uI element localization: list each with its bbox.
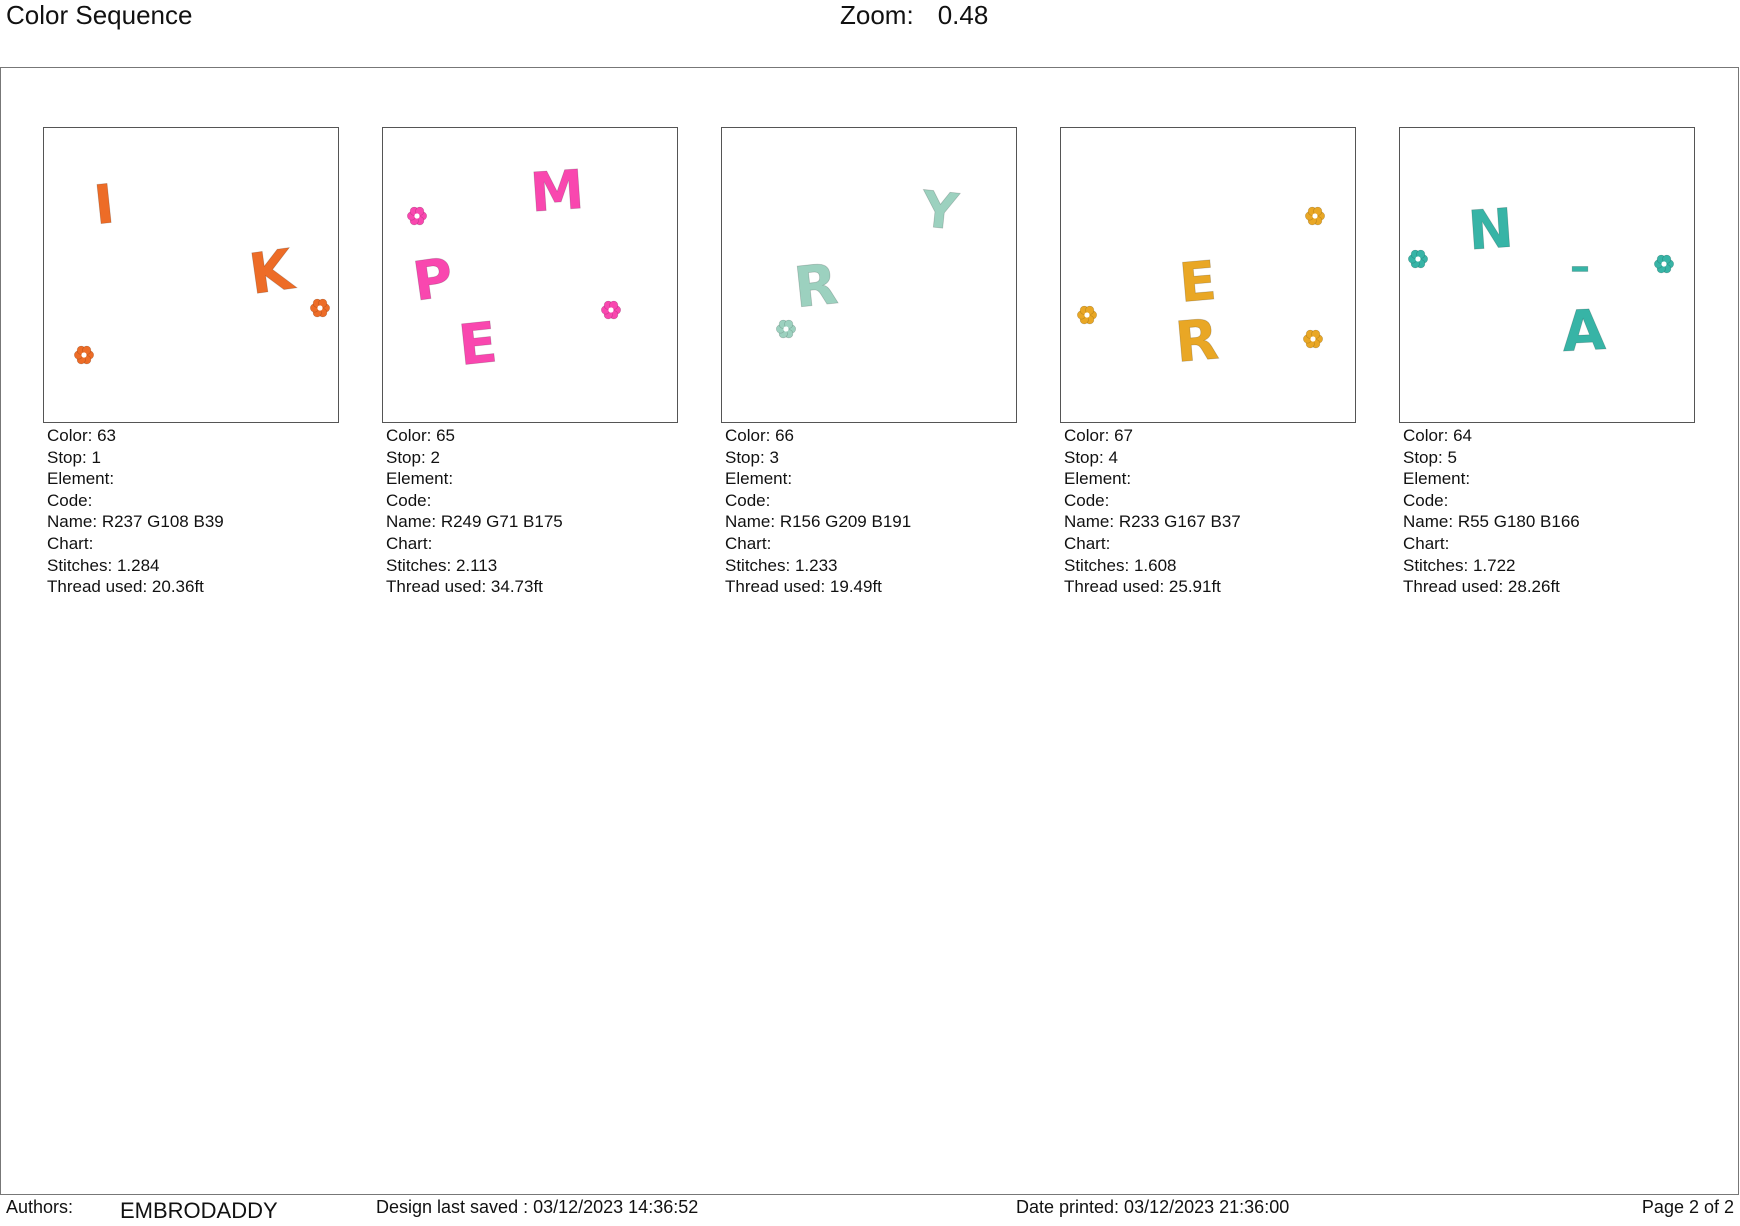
design-letter: R <box>791 252 841 321</box>
info-element: Element: <box>725 469 793 489</box>
color-card-2: M P E Color: 65 Stop: 2 Element: Code: N… <box>382 127 678 598</box>
flower-icon <box>1305 206 1326 226</box>
info-name: Name: R233 G167 B37 <box>1064 512 1241 532</box>
design-thumbnail: N – A <box>1399 127 1695 423</box>
zoom-indicator: Zoom: 0.48 <box>840 0 988 31</box>
zoom-value: 0.48 <box>937 0 989 30</box>
flower-icon <box>406 206 427 226</box>
flower-icon <box>1303 329 1324 349</box>
design-thumbnail: M P E <box>382 127 678 423</box>
info-stop: Stop: 5 <box>1403 447 1457 467</box>
zoom-label: Zoom: <box>840 0 914 30</box>
authors-label: Authors: <box>6 1197 74 1217</box>
page-footer: Authors: EMBRODADDY Design last saved : … <box>0 1196 1740 1226</box>
color-info: Color: 65 Stop: 2 Element: Code: Name: R… <box>382 425 678 598</box>
info-name: Name: R237 G108 B39 <box>47 512 224 532</box>
info-stitches: Stitches: 1.722 <box>1403 555 1516 575</box>
authors-value: EMBRODADDY <box>120 1198 278 1223</box>
info-element: Element: <box>386 469 454 489</box>
info-chart: Chart: <box>1403 533 1450 553</box>
date-printed: Date printed: 03/12/2023 21:36:00 <box>1016 1197 1290 1217</box>
design-letter: Y <box>918 180 962 242</box>
color-info: Color: 64 Stop: 5 Element: Code: Name: R… <box>1399 425 1695 598</box>
info-stitches: Stitches: 2.113 <box>386 555 498 575</box>
color-info: Color: 63 Stop: 1 Element: Code: Name: R… <box>43 425 339 598</box>
color-card-5: N – A Color: 64 Stop: 5 Element: Code: N… <box>1399 127 1695 598</box>
info-stitches: Stitches: 1.284 <box>47 555 160 575</box>
info-stop: Stop: 4 <box>1064 447 1118 467</box>
thumbnail-art: I K <box>73 172 330 365</box>
design-letter: P <box>409 246 457 314</box>
info-code: Code: <box>47 490 93 510</box>
thumbnail-art: E R <box>1076 206 1326 376</box>
info-chart: Chart: <box>1064 533 1111 553</box>
design-letter: I <box>91 172 118 237</box>
info-element: Element: <box>47 469 115 489</box>
info-color: Color: 64 <box>1403 426 1473 445</box>
color-info: Color: 66 Stop: 3 Element: Code: Name: R… <box>721 425 1017 598</box>
info-thread: Thread used: 28.26ft <box>1403 577 1560 597</box>
info-thread: Thread used: 34.73ft <box>386 577 543 597</box>
color-card-4: E R Color: 67 Stop: 4 Element: Code: Nam… <box>1060 127 1356 598</box>
page-title: Color Sequence <box>6 0 193 30</box>
thumbnail-art: N – A <box>1408 196 1674 366</box>
design-letter: E <box>455 310 500 379</box>
design-saved-date: Design last saved : 03/12/2023 14:36:52 <box>376 1197 699 1217</box>
info-code: Code: <box>725 490 771 510</box>
page-number: Page 2 of 2 <box>1641 1197 1734 1217</box>
design-letter: K <box>245 237 300 308</box>
info-color: Color: 67 <box>1064 426 1134 445</box>
design-letter: N <box>1466 196 1515 262</box>
page-frame <box>0 67 1739 1195</box>
thumbnail-art: M P E <box>406 158 622 379</box>
design-letter: A <box>1561 298 1608 365</box>
info-chart: Chart: <box>47 533 94 553</box>
info-code: Code: <box>386 490 432 510</box>
color-card-3: Y R Color: 66 Stop: 3 Element: Code: Nam… <box>721 127 1017 598</box>
info-color: Color: 63 <box>47 426 117 445</box>
info-code: Code: <box>1064 490 1110 510</box>
design-letter: M <box>528 158 586 225</box>
info-element: Element: <box>1064 469 1132 489</box>
design-thumbnail: I K <box>43 127 339 423</box>
info-chart: Chart: <box>725 533 772 553</box>
info-chart: Chart: <box>386 533 433 553</box>
design-letter: – <box>1570 244 1590 290</box>
info-thread: Thread used: 20.36ft <box>47 577 204 597</box>
flower-icon <box>775 319 797 339</box>
info-thread: Thread used: 25.91ft <box>1064 577 1221 597</box>
design-letter: E <box>1177 249 1219 315</box>
flower-icon <box>1076 305 1097 325</box>
info-stop: Stop: 1 <box>47 447 101 467</box>
color-info: Color: 67 Stop: 4 Element: Code: Name: R… <box>1060 425 1356 598</box>
info-stop: Stop: 2 <box>386 447 440 467</box>
design-letter: R <box>1173 307 1222 376</box>
info-stitches: Stitches: 1.608 <box>1064 555 1177 575</box>
info-stop: Stop: 3 <box>725 447 779 467</box>
info-name: Name: R156 G209 B191 <box>725 512 912 532</box>
flower-icon <box>1408 249 1428 269</box>
info-color: Color: 66 <box>725 426 795 445</box>
info-name: Name: R55 G180 B166 <box>1403 512 1580 532</box>
thumbnail-art: Y R <box>775 180 962 339</box>
flower-icon <box>1654 254 1674 274</box>
info-color: Color: 65 <box>386 426 456 445</box>
design-thumbnail: E R <box>1060 127 1356 423</box>
info-element: Element: <box>1403 469 1471 489</box>
info-name: Name: R249 G71 B175 <box>386 512 563 532</box>
flower-icon <box>601 300 622 320</box>
flower-icon <box>73 345 94 365</box>
info-code: Code: <box>1403 490 1449 510</box>
info-stitches: Stitches: 1.233 <box>725 555 838 575</box>
color-card-1: I K Color: 63 Stop: 1 Element: Code: Nam… <box>43 127 339 598</box>
flower-icon <box>309 298 330 318</box>
design-thumbnail: Y R <box>721 127 1017 423</box>
info-thread: Thread used: 19.49ft <box>725 577 882 597</box>
